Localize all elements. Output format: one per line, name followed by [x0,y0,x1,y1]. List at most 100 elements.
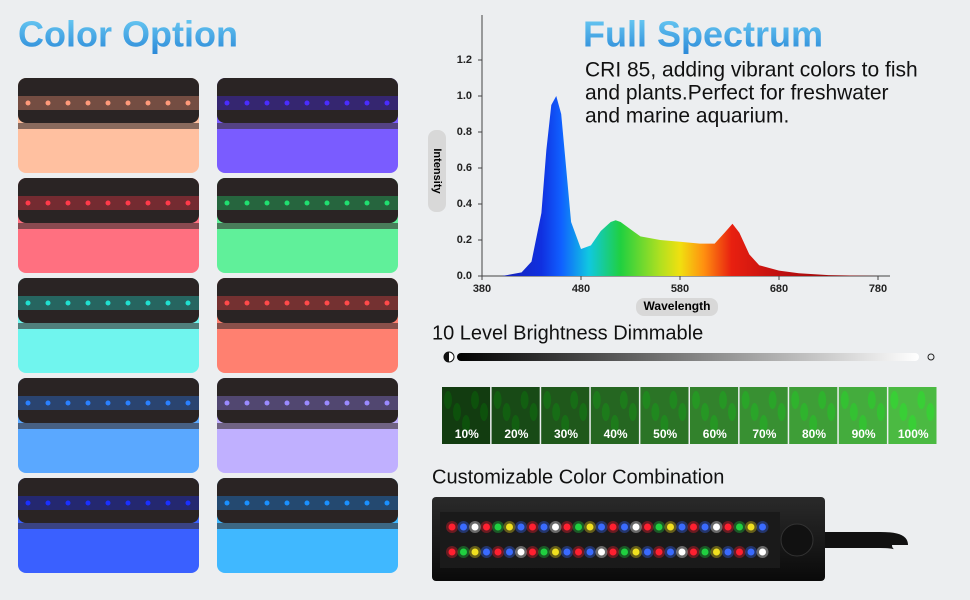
tile-led [264,400,270,406]
tile-led [384,100,390,106]
y-tick-label: 0.6 [457,162,472,174]
plant-leaf [867,391,876,409]
led [494,523,502,531]
tile-led [105,300,111,306]
plant-leaf [502,403,511,421]
left-title: Color Option [18,14,238,55]
x-tick-label: 480 [572,283,590,295]
plant-leaf [728,403,736,421]
plant-leaf [601,403,610,421]
x-tick-label: 380 [473,283,491,295]
tile-led [384,200,390,206]
led [517,548,525,556]
led [575,523,582,531]
led [506,548,513,556]
plant-leaf [908,415,917,433]
led [701,523,709,531]
led [747,548,755,556]
tile-led [384,500,390,506]
y-tick-label: 0.0 [457,270,472,282]
tile-led [125,400,131,406]
plant-leaf [642,391,651,409]
tile-led [224,100,230,106]
led [632,548,640,556]
plant-leaf [791,391,800,409]
tile-led [185,300,191,306]
description-line: and marine aquarium. [585,105,789,128]
tile-led [364,100,370,106]
led [667,523,674,531]
plant-leaf [511,415,520,433]
plant-leaf [917,391,926,409]
tile-led [65,100,71,106]
led [609,523,617,531]
cable-plug [780,523,814,557]
tile-led [165,500,171,506]
tile-led [105,200,111,206]
led [598,523,605,531]
tile-edge [18,223,199,229]
tile-edge [18,123,199,129]
plant-leaf [543,391,552,409]
brightness-title: 10 Level Brightness Dimmable [432,322,703,344]
tile-led [264,100,270,106]
led [540,548,548,556]
tile-led [324,200,330,206]
plant-leaf [628,403,637,421]
tile-top [18,478,199,523]
tile-led [145,200,151,206]
tile-led [185,100,191,106]
tile-led [224,400,230,406]
tile-led [25,400,31,406]
tile-led [304,100,310,106]
tile-led [165,300,171,306]
y-tick-label: 0.2 [457,234,472,246]
tile-led [284,400,290,406]
tile-led [344,500,350,506]
plant-leaf [669,391,678,409]
tile-led [65,200,71,206]
plant-leaf [480,403,488,421]
led [598,548,605,556]
tile-led [224,500,230,506]
tile-led [244,100,250,106]
led [586,523,594,531]
tile-led [105,400,111,406]
tile-led [244,500,250,506]
tile-led [284,300,290,306]
x-tick-label: 680 [770,283,788,295]
led [678,523,686,531]
led [724,548,732,556]
led [471,548,479,556]
led [655,523,663,531]
description-line: CRI 85, adding vibrant colors to fish [585,59,918,82]
tile-top [18,178,199,223]
tile-led [224,200,230,206]
tile-led [324,100,330,106]
tile-led [65,500,71,506]
description-line: and plants.Perfect for freshwater [585,82,889,105]
plant-leaf [552,403,561,421]
tile-led [145,100,151,106]
tile-led [304,500,310,506]
tile-led [85,300,91,306]
tile-led [125,500,131,506]
tile-led [45,300,51,306]
tile-top [18,378,199,423]
x-tick-label: 580 [671,283,689,295]
tile-led [364,300,370,306]
plant-leaf [818,391,827,409]
x-label-box [636,298,718,316]
plant-leaf [768,391,777,409]
led-panel [440,512,780,568]
tile-led [324,400,330,406]
led [483,523,490,531]
tile-edge [18,523,199,529]
tile-edge [217,223,398,229]
tile-edge [217,523,398,529]
plant-leaf [858,415,867,433]
plant-leaf [899,403,908,421]
plant-leaf [444,391,452,409]
brightness-level: 100% [898,427,929,441]
plant-leaf [520,391,529,409]
